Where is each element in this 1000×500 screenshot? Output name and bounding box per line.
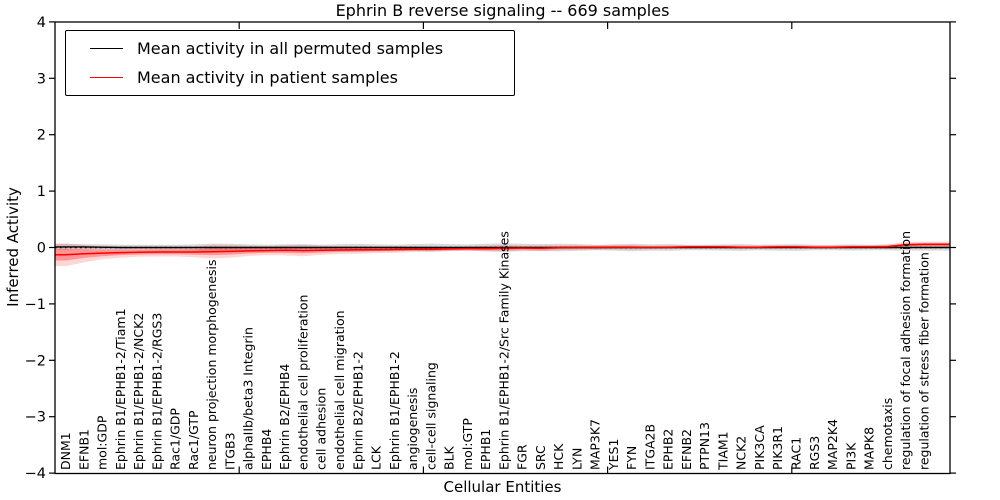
category-label: MAPK8 [862, 427, 877, 470]
category-label: EPHB2 [661, 429, 676, 470]
category-label: cell adhesion [314, 388, 329, 470]
patient-line-swatch [90, 77, 123, 78]
category-label: FGR [515, 444, 530, 470]
y-tick-label: −4 [25, 466, 46, 482]
chart-title: Ephrin B reverse signaling -- 669 sample… [335, 1, 670, 20]
category-label: MAP2K4 [825, 419, 840, 470]
category-label: neuron projection morphogenesis [204, 259, 219, 470]
category-label: cell-cell signaling [423, 362, 438, 470]
category-label: ITGA2B [642, 424, 657, 470]
patient-mean-line [55, 243, 950, 256]
category-label: PIK3CA [752, 425, 767, 470]
category-label: DNM1 [58, 432, 73, 470]
y-tick-label: 4 [37, 15, 46, 31]
category-label: chemotaxis [880, 398, 895, 470]
category-label: MAP3K7 [588, 419, 603, 470]
category-label: PIK3R1 [770, 426, 785, 470]
category-label: endothelial cell proliferation [296, 295, 311, 470]
category-label: NCK2 [734, 436, 749, 470]
category-label: mol:GTP [460, 418, 475, 470]
category-label: BLK [442, 445, 457, 470]
category-label: Ephrin B2/EPHB1-2 [350, 351, 365, 470]
y-tick-label: −3 [25, 410, 46, 426]
category-label: SRC [533, 445, 548, 470]
legend-label-permuted: Mean activity in all permuted samples [137, 38, 444, 58]
category-label: PI3K [843, 442, 858, 470]
permuted-line-swatch [90, 48, 123, 49]
category-label: regulation of stress fiber formation [916, 252, 931, 470]
category-label: Ephrin B1/EPHB1-2/RGS3 [149, 313, 164, 470]
category-label: RGS3 [807, 436, 822, 470]
y-tick-label: 0 [37, 241, 46, 257]
category-label: Ephrin B1/EPHB1-2/Src Family Kinases [496, 231, 511, 470]
category-label: PTPN13 [697, 422, 712, 470]
category-label: EPHB4 [259, 429, 274, 470]
category-label: ITGB3 [222, 432, 237, 470]
y-tick-label: 2 [37, 128, 46, 144]
category-label: regulation of focal adhesion formation [898, 231, 913, 470]
x-axis-label: Cellular Entities [443, 478, 562, 496]
legend-entry-patient: Mean activity in patient samples [78, 68, 502, 88]
category-label: HCK [551, 443, 566, 470]
category-label: angiogenesis [405, 388, 420, 470]
category-label: YES1 [606, 439, 621, 471]
category-label: LYN [569, 448, 584, 470]
category-label: Rac1/GDP [168, 408, 183, 470]
category-label: mol:GDP [95, 415, 110, 470]
legend-label-patient: Mean activity in patient samples [137, 67, 398, 87]
category-label: TIAM1 [716, 431, 731, 471]
category-label: EPHB1 [478, 429, 493, 470]
category-label: RAC1 [789, 437, 804, 470]
legend-entry-permuted: Mean activity in all permuted samples [78, 39, 502, 59]
y-tick-label: −2 [25, 353, 46, 369]
category-label: EFNB1 [76, 429, 91, 470]
category-label: LCK [369, 445, 384, 470]
legend: Mean activity in all permuted samples Me… [65, 30, 515, 96]
category-label: endothelial cell migration [332, 310, 347, 470]
category-label: Ephrin B2/EPHB4 [277, 364, 292, 470]
category-label: Ephrin B1/EPHB1-2/NCK2 [131, 313, 146, 470]
y-tick-label: 3 [37, 71, 46, 87]
category-label: EFNB2 [679, 429, 694, 470]
category-label: Ephrin B1/EPHB1-2/Tiam1 [113, 308, 128, 470]
y-tick-label: 1 [37, 184, 46, 200]
category-label: alphaIIb/beta3 Integrin [241, 327, 256, 470]
category-label: Rac1/GTP [186, 410, 201, 470]
category-label: Ephrin B1/EPHB1-2 [387, 351, 402, 470]
category-label: FYN [624, 446, 639, 470]
y-tick-label: −1 [25, 297, 46, 313]
